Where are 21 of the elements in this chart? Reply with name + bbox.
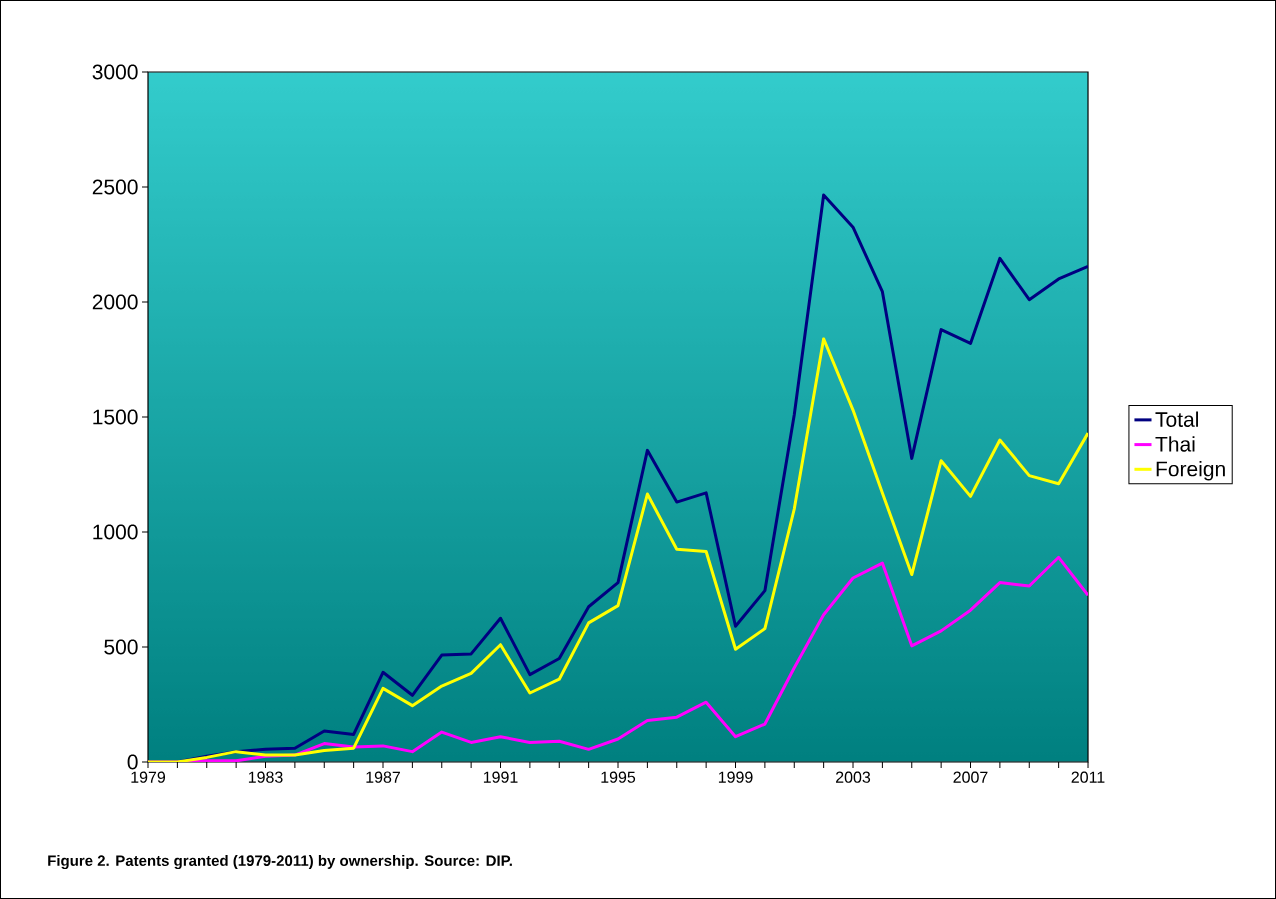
x-tick-label: 2007 — [953, 771, 988, 783]
legend-label: Thai — [1155, 436, 1195, 452]
line-series — [148, 337, 1089, 762]
y-tick-label: 500 — [104, 639, 138, 655]
x-tick-label: 2011 — [1071, 771, 1105, 783]
x-tick-label: 1995 — [601, 771, 636, 783]
x-tick-label: 2003 — [836, 771, 871, 783]
y-tick-label: 1500 — [93, 409, 138, 425]
legend-label: Foreign — [1156, 460, 1225, 481]
x-tick-label: 1987 — [366, 771, 400, 783]
y-tick-label: 2500 — [92, 179, 138, 195]
text: Figure 2. Patents granted (1979-2011) by ownership. Source: DIP. — [48, 854, 512, 870]
x-tick-label: 1983 — [248, 771, 283, 783]
x-tick-label: 1991 — [483, 771, 518, 783]
x-tick-label: 1979 — [131, 771, 166, 783]
y-tick-label: 0 — [127, 754, 138, 770]
y-tick-label: 1000 — [93, 524, 138, 540]
x-tick-label: 1999 — [718, 771, 753, 783]
legend-label: Total — [1155, 411, 1198, 427]
y-tick-label: 3000 — [92, 64, 138, 80]
y-tick-label: 2000 — [92, 294, 138, 310]
